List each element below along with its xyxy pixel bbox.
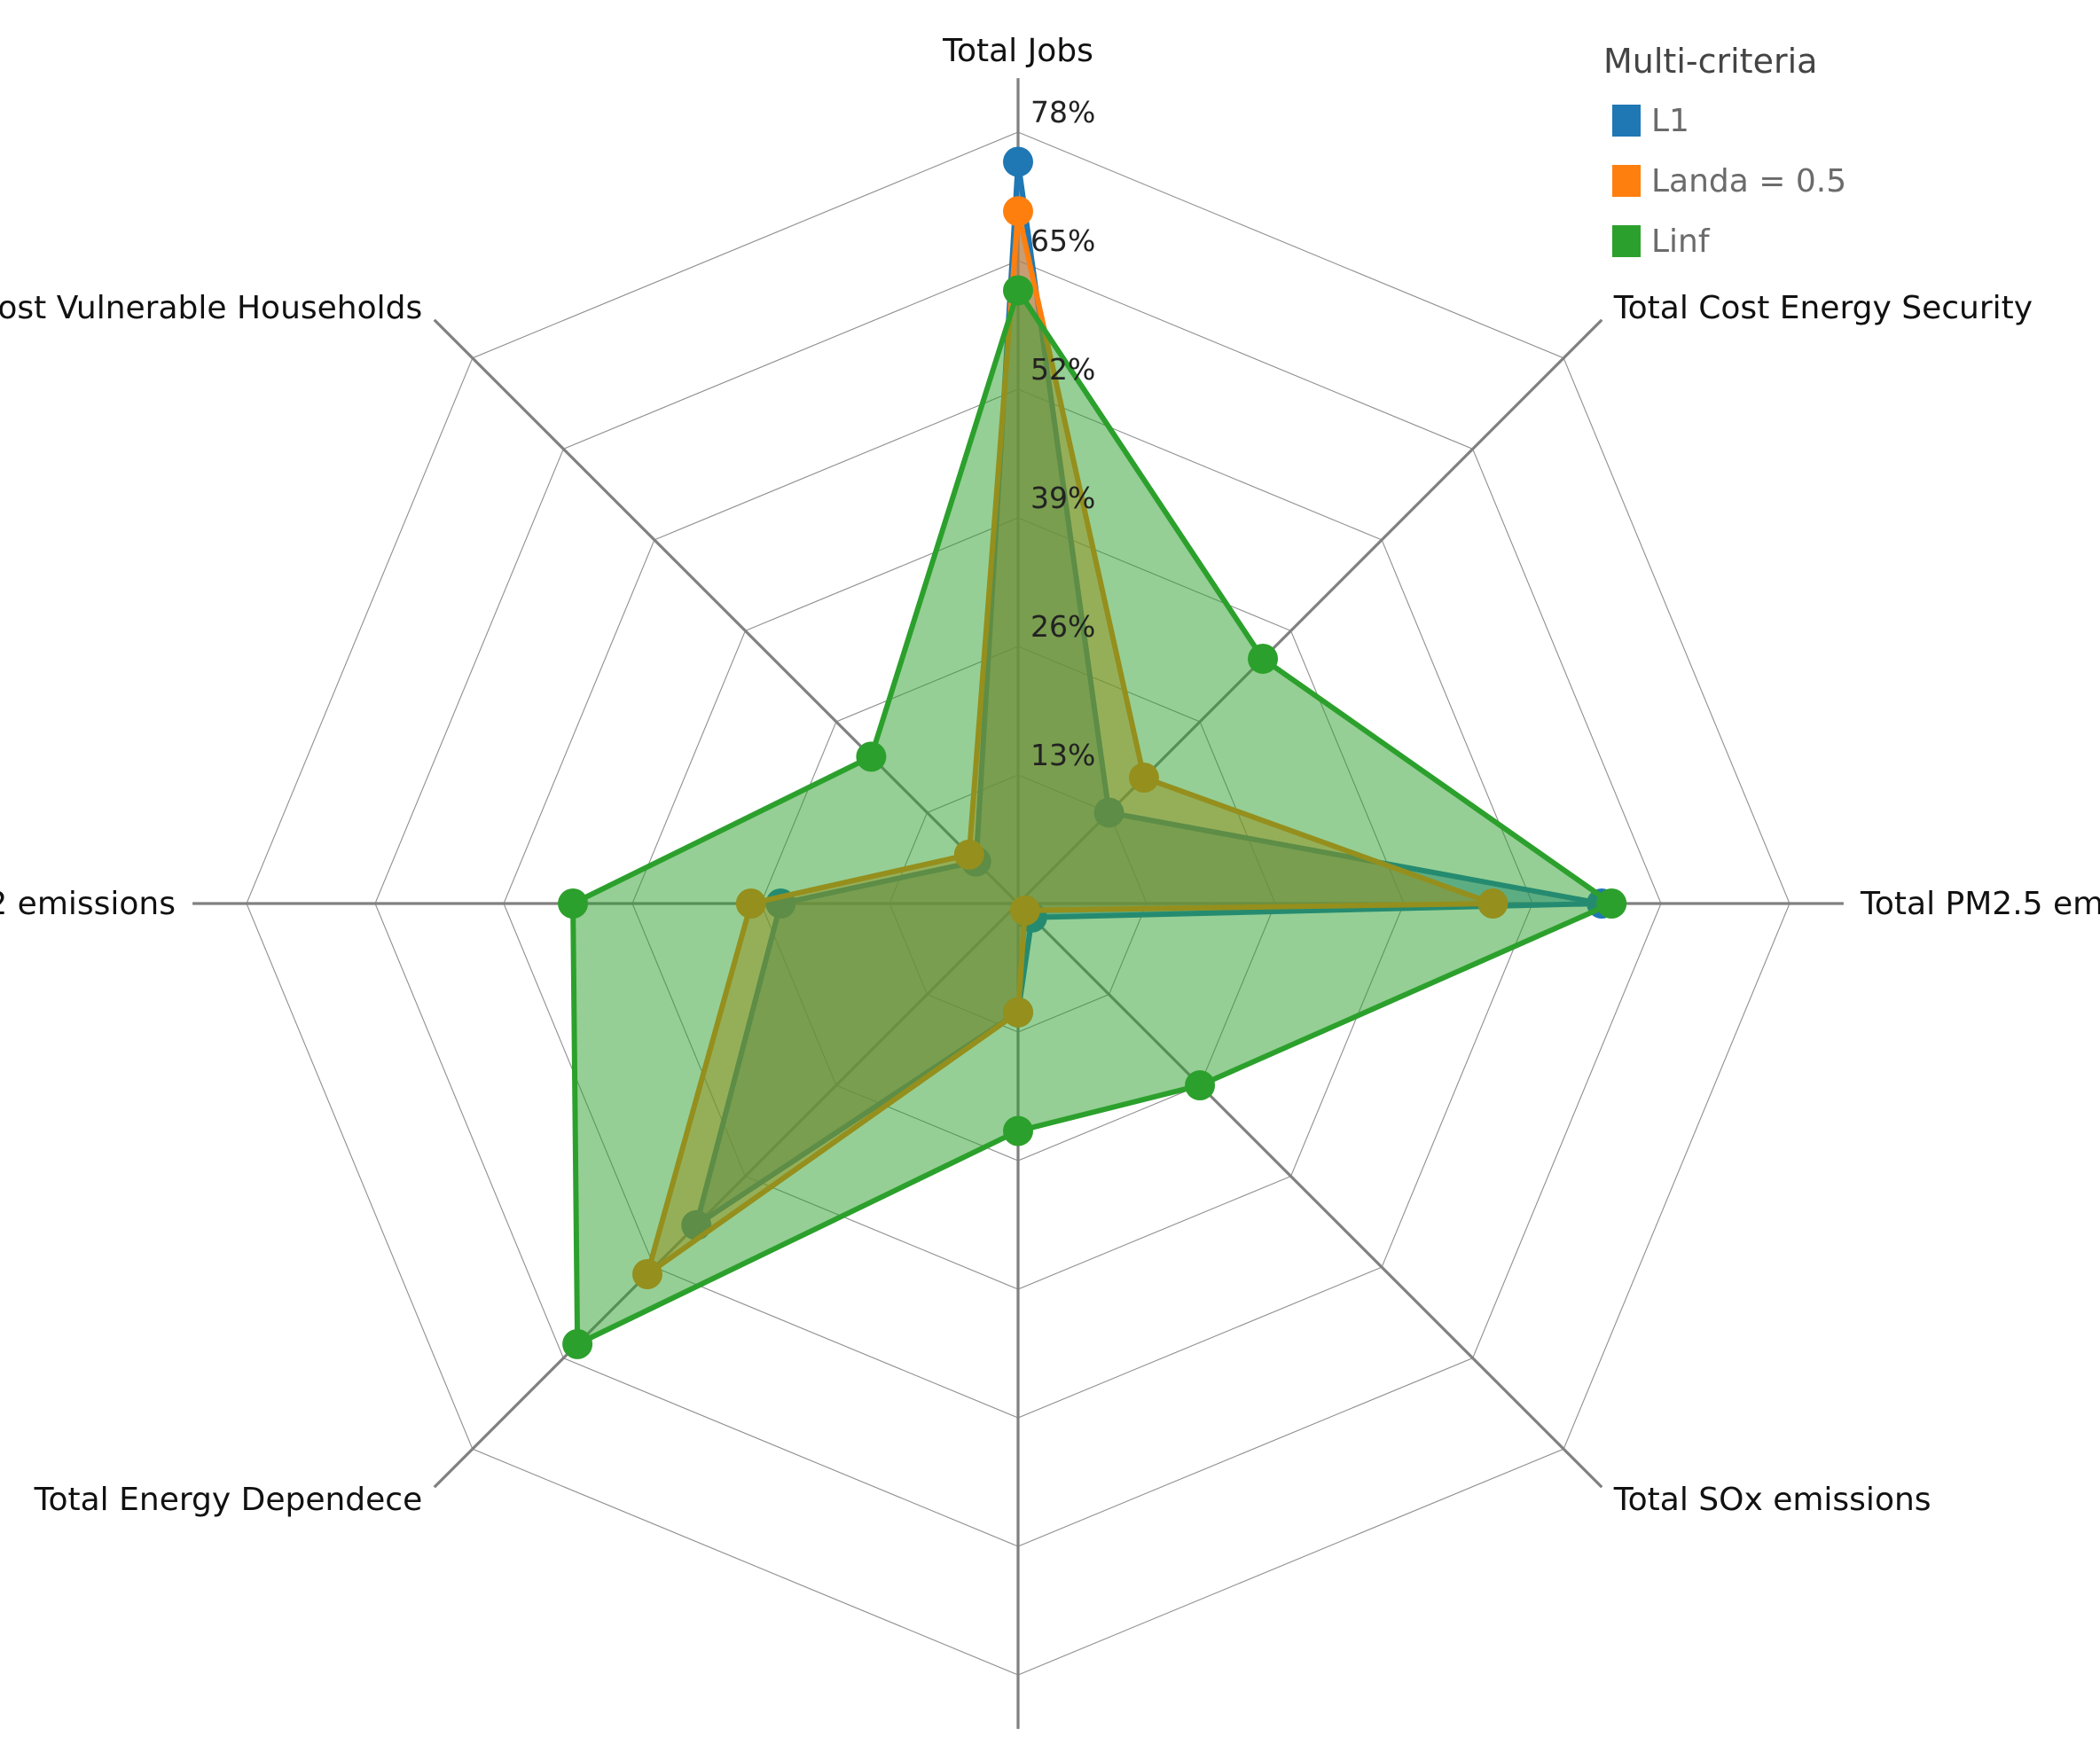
axis-category-labels: Total Jobs Total Cost Energy Security Tota… [0,33,2100,1518]
legend-item-l1[interactable]: L1 [1612,103,1689,139]
data-point-linf-total-nox-emissions [1003,1115,1033,1146]
tick-label-26: 26% [1030,609,1095,644]
data-point-linf-total-pm2-5-emissions [1596,888,1627,919]
legend-label-l1: L1 [1651,103,1689,139]
legend: Multi-criteria L1 Landa = 0.5 Linf [1603,42,1846,260]
legend-swatch-landa-0-5 [1612,165,1641,197]
tick-label-13: 13% [1030,738,1095,772]
data-point-linf-total-co2-emissions [558,888,589,919]
data-point-l1-total-jobs [1003,146,1033,177]
data-point-linf-total-cost-energy-security [1248,643,1279,674]
legend-item-linf[interactable]: Linf [1612,223,1711,260]
radar-series [558,146,1627,1359]
tick-label-65: 65% [1030,223,1095,258]
legend-swatch-l1 [1612,105,1641,137]
axis-label-total-co2-emissions: Total CO2 emissions [0,886,176,922]
series-linf [558,275,1627,1359]
axis-label-total-cost-energy-security: Total Cost Energy Security [1613,290,2033,326]
legend-label-linf: Linf [1651,223,1711,260]
data-point-landa-0-5-total-jobs [1003,196,1033,227]
legend-item-landa-0-5[interactable]: Landa = 0.5 [1612,163,1846,200]
tick-label-52: 52% [1030,352,1095,387]
axis-label-total-jobs: Total Jobs [942,33,1093,69]
data-point-linf-total-sox-emissions [1185,1070,1216,1101]
axis-label-total-pm2-5-emissions: Total PM2.5 emissions [1860,886,2100,922]
data-point-linf-total-jobs [1003,275,1033,306]
legend-swatch-linf [1612,225,1641,257]
tick-label-78: 78% [1030,95,1095,129]
data-point-linf-total-energy-dependece [562,1328,593,1359]
legend-label-landa-0-5: Landa = 0.5 [1651,163,1846,200]
axis-label-total-cost-vulnerable-households: Total Cost Vulnerable Households [0,290,422,326]
data-point-linf-total-cost-vulnerable-households [856,741,887,772]
radial-tick-labels: 13% 26% 39% 52% 65% 78% [1030,95,1095,772]
axis-label-total-energy-dependece: Total Energy Dependece [34,1482,423,1518]
tick-label-39: 39% [1030,481,1095,515]
legend-title: Multi-criteria [1603,42,1817,81]
axis-label-total-sox-emissions: Total SOx emissions [1613,1482,1932,1518]
series-area-linf [570,287,1615,1347]
